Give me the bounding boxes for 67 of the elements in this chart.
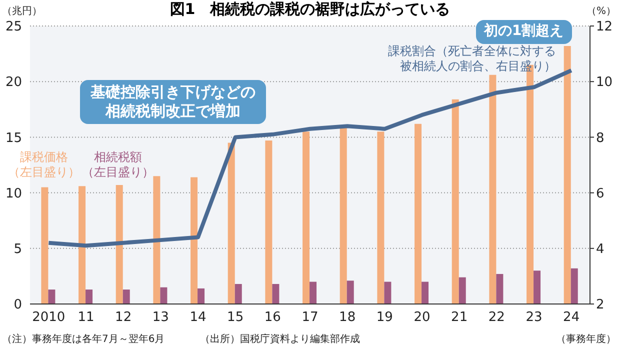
bar	[198, 288, 205, 304]
bar	[228, 142, 235, 304]
bar	[534, 270, 541, 304]
bar	[86, 290, 93, 304]
bar	[414, 124, 422, 304]
y-tick-label: 10	[5, 186, 22, 202]
bar	[48, 290, 56, 304]
bar	[272, 284, 280, 304]
bar	[190, 177, 198, 304]
text: 相続税額（左目盛り）	[82, 150, 154, 180]
bar	[340, 126, 347, 304]
bar	[116, 185, 123, 304]
y-tick-label: 25	[5, 20, 22, 35]
x-tick-label: 22	[488, 310, 505, 326]
text: （出所）国税庁資料より編集部作成	[200, 334, 360, 346]
bar	[78, 186, 86, 304]
x-tick-label: 24	[563, 310, 580, 326]
bar	[570, 268, 578, 304]
bar	[489, 74, 496, 304]
bar	[41, 187, 48, 304]
series-label: 課税割合（死亡者全体に対する被相続人の割合、右目盛り）	[387, 44, 556, 74]
bar	[384, 282, 392, 304]
chart-title: 図1 相続税の課税の裾野は広がっている	[170, 0, 450, 18]
y-tick-label: 0	[14, 298, 22, 313]
bar	[377, 132, 384, 304]
bar	[452, 99, 459, 304]
y2-tick-label: 2	[596, 298, 604, 313]
y2-tick-label: 4	[596, 242, 604, 258]
x-tick-label: 18	[339, 310, 356, 326]
bar	[160, 287, 168, 304]
y-axis-title: （兆円）	[2, 6, 42, 18]
bar	[234, 284, 242, 304]
x-tick-label: 11	[78, 310, 94, 326]
x-tick-label: 14	[190, 310, 206, 326]
y2-tick-label: 8	[596, 130, 604, 146]
y-tick-label: 20	[5, 75, 22, 90]
x-tick-label: 19	[376, 310, 393, 326]
y2-axis-title: （%）	[586, 6, 616, 18]
bar	[346, 280, 354, 304]
y-tick-label: 5	[14, 242, 22, 258]
y-tick-label: 15	[5, 130, 22, 146]
bar	[265, 140, 272, 304]
y2-tick-label: 12	[596, 20, 613, 35]
annotation: 基礎控除引き下げなどの相続税制改正で増加	[80, 80, 266, 124]
bar	[122, 290, 130, 304]
bar	[564, 46, 571, 304]
x-tick-label: 15	[227, 310, 244, 326]
x-tick-label: 21	[451, 310, 468, 326]
annotation: 初の1割超え	[476, 20, 572, 44]
y2-tick-label: 6	[596, 186, 604, 202]
bar	[496, 274, 504, 304]
x-tick-label: 2010	[32, 310, 66, 326]
bar	[153, 176, 160, 304]
series-label: 課税価格（左目盛り）	[8, 150, 80, 180]
y2-tick-label: 10	[596, 75, 613, 90]
x-tick-label: 16	[264, 310, 281, 326]
x-tick-label: 23	[526, 310, 542, 326]
bar	[302, 132, 310, 304]
x-tick-label: 12	[115, 310, 132, 326]
x-tick-label: 17	[302, 310, 318, 326]
text: （注）事務年度は各年7月～翌年6月	[2, 334, 165, 346]
bar	[458, 277, 466, 304]
x-tick-label: 13	[152, 310, 169, 326]
bar	[422, 282, 429, 304]
bar	[310, 282, 317, 304]
x-axis-title: （事務年度）	[556, 334, 616, 346]
x-tick-label: 20	[414, 310, 430, 326]
